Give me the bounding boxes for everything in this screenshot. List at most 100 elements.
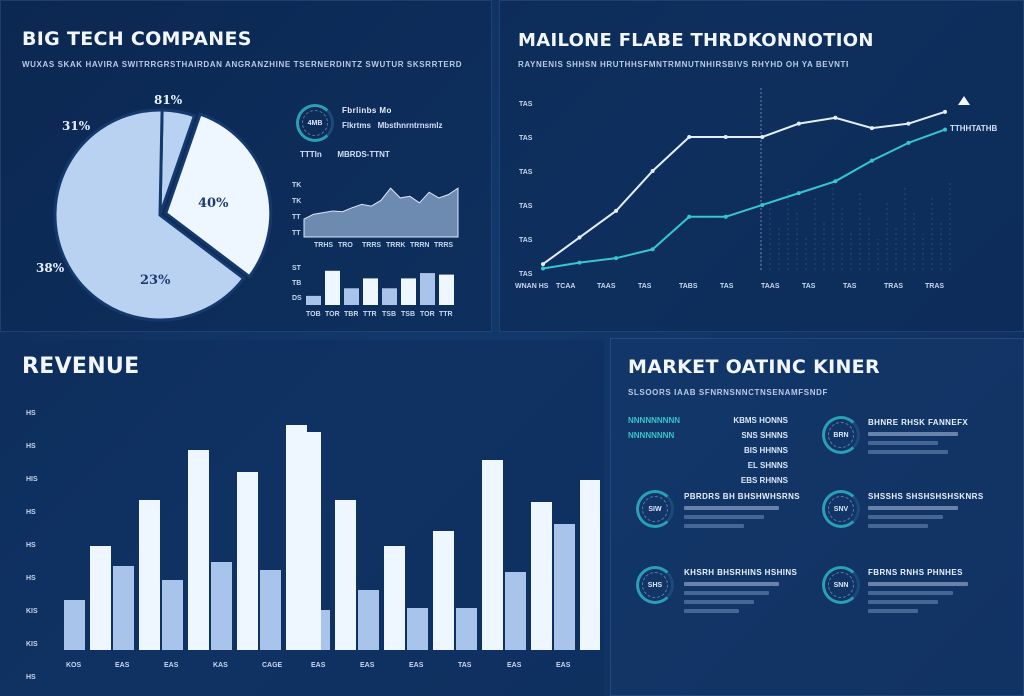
revenue-x-tick: CAGE (262, 662, 283, 669)
area-x-tick: TRRS (434, 242, 453, 249)
big-tech-kpi-ring: 4MB (296, 104, 334, 142)
line-x-tick: TAS (720, 283, 734, 290)
revenue-bar (300, 432, 321, 650)
revenue-bars (64, 425, 600, 650)
mini-bar-x-tick: TTR (439, 311, 453, 318)
revenue-bar (113, 566, 134, 650)
line-x-tick: TAAS (597, 283, 616, 290)
revenue-bar (64, 600, 85, 650)
line-y-tick: TAS (519, 135, 533, 142)
line-point (687, 134, 692, 139)
mini-bar-y-ticks: ST TB DS (292, 265, 302, 302)
mini-bar (439, 274, 454, 305)
pie-chart: 31% 38% 81% 40% 23% (36, 93, 273, 322)
pie-ext-label-1: 31% (62, 119, 91, 133)
market-subtitle: SLSOORS IAAB SFNRNSNNCTNSENAMFSNDF (628, 388, 828, 397)
line-point (796, 191, 801, 196)
mini-area-chart: TK TK TT TT TRHS TRO TRRS TRRK TRRN TRRS (292, 182, 459, 249)
revenue-title: REVENUE (22, 354, 140, 379)
big-tech-subtitle: WUXAS SKAK HAVIRA SWITRRGRSTHAIRDAN ANGR… (22, 60, 462, 69)
market-kpi-ring-4: SHS (636, 566, 674, 604)
pie-label-1: 81% (154, 93, 183, 107)
mini-bar-y-tick: ST (292, 265, 302, 272)
pie-ext-label-2: 38% (36, 261, 65, 275)
area-x-tick: TRRS (362, 242, 381, 249)
line-series-2 (542, 128, 946, 270)
revenue-bar (188, 450, 209, 650)
revenue-x-tick: EAS (556, 662, 571, 669)
line-point (614, 208, 619, 213)
revenue-y-tick: KIS (26, 608, 38, 615)
line-point (723, 134, 728, 139)
line-y-tick: TAS (519, 101, 533, 108)
line-y-tick: TAS (519, 203, 533, 210)
mini-bar-x-tick: TOB (306, 311, 321, 318)
area-y-tick: TT (292, 230, 301, 237)
mini-bar-y-tick: DS (292, 295, 302, 302)
line-x-tick: TAS (638, 283, 652, 290)
market-kpi-ring-5: SNN (822, 566, 860, 604)
pie-slice (163, 112, 273, 279)
area-x-ticks: TRHS TRO TRRS TRRK TRRN TRRS (314, 242, 453, 249)
revenue-bar (139, 500, 160, 650)
mini-bar-x-tick: TOR (325, 311, 340, 318)
line-point (906, 121, 911, 126)
pie-slices (53, 108, 273, 322)
area-y-tick: TK (292, 198, 301, 205)
line-point (577, 260, 582, 265)
market-kpi-1: BHNRE RHSK FANNEFX (868, 418, 988, 454)
revenue-y-tick: HIS (26, 476, 38, 483)
big-tech-kpi-name: Fbrlinbs Mo (342, 106, 392, 115)
line-point (943, 109, 947, 114)
line-x-tick: TABS (679, 283, 698, 290)
revenue-bar (384, 546, 405, 650)
line-x-tick: TCAA (556, 283, 575, 290)
line-series-1 (542, 110, 946, 265)
line-point (760, 134, 765, 139)
mini-bar-x-tick: TBR (344, 311, 358, 318)
revenue-bar (162, 580, 183, 650)
revenue-bar (260, 570, 281, 650)
big-tech-kpi-text: Fbrlinbs Mo Flkrtms Mbsthnrntrnsmlz (342, 106, 442, 130)
line-point (541, 266, 545, 271)
line-point (541, 262, 545, 267)
revenue-x-tick: EAS (409, 662, 424, 669)
market-panel (610, 338, 1024, 696)
line-y-tick: TAS (519, 237, 533, 244)
revenue-x-ticks: KOS EAS EAS KAS CAGE EAS EAS EAS TAS EAS EAS (66, 662, 571, 669)
pie-label-2: 40% (198, 196, 229, 211)
line-point (723, 214, 728, 219)
line-point (869, 158, 874, 163)
revenue-x-tick: EAS (164, 662, 179, 669)
kpi-row1: Flkrtms (342, 121, 371, 130)
revenue-bar (407, 608, 428, 650)
market-list-row: NNNNNNNN SNS SHNNS (628, 431, 788, 440)
triangle-marker-icon (958, 96, 970, 105)
revenue-x-tick: EAS (360, 662, 375, 669)
area-x-tick: TRRN (410, 242, 429, 249)
area-x-tick: TRRK (386, 242, 405, 249)
big-tech-title: BIG TECH COMPANES (22, 28, 252, 50)
area-y-ticks: TK TK TT TT (292, 182, 301, 237)
milestone-note: TTHHTATHB (950, 124, 998, 133)
mini-bar-x-tick: TOR (420, 311, 435, 318)
revenue-bar (505, 572, 526, 650)
revenue-y-tick: HS (26, 410, 36, 417)
line-point (943, 127, 947, 132)
kpi-row1b: Mbsthnrntrnsmlz (377, 121, 443, 130)
revenue-bar (237, 472, 258, 650)
line-point (796, 121, 801, 126)
line-y-ticks: TAS TAS TAS TAS TAS TAS (519, 101, 533, 278)
line-x-tick: TAS (843, 283, 857, 290)
revenue-bar (433, 531, 454, 650)
line-x-ticks: WNAN HS TCAA TAAS TAS TABS TAS TAAS TAS TAS TRAS T… (515, 283, 944, 290)
revenue-bar-chart: HS HS HIS HS HS HS KIS KIS HS KOS EAS EAS KAS CAGE EA… (26, 410, 600, 680)
revenue-bar (90, 546, 111, 650)
market-title: MARKET OATINC KINER (628, 356, 880, 378)
mini-bar (420, 273, 435, 305)
revenue-y-ticks: HS HS HIS HS HS HS KIS KIS HS (26, 410, 38, 680)
market-kpi-3: SHSSHS SHSHSHSHSKNRS (868, 492, 988, 528)
line-x-tick: TAAS (761, 283, 780, 290)
revenue-bar (358, 590, 379, 650)
big-tech-kpi-row2: TTTIn MBRDS-TTNT (300, 150, 390, 159)
